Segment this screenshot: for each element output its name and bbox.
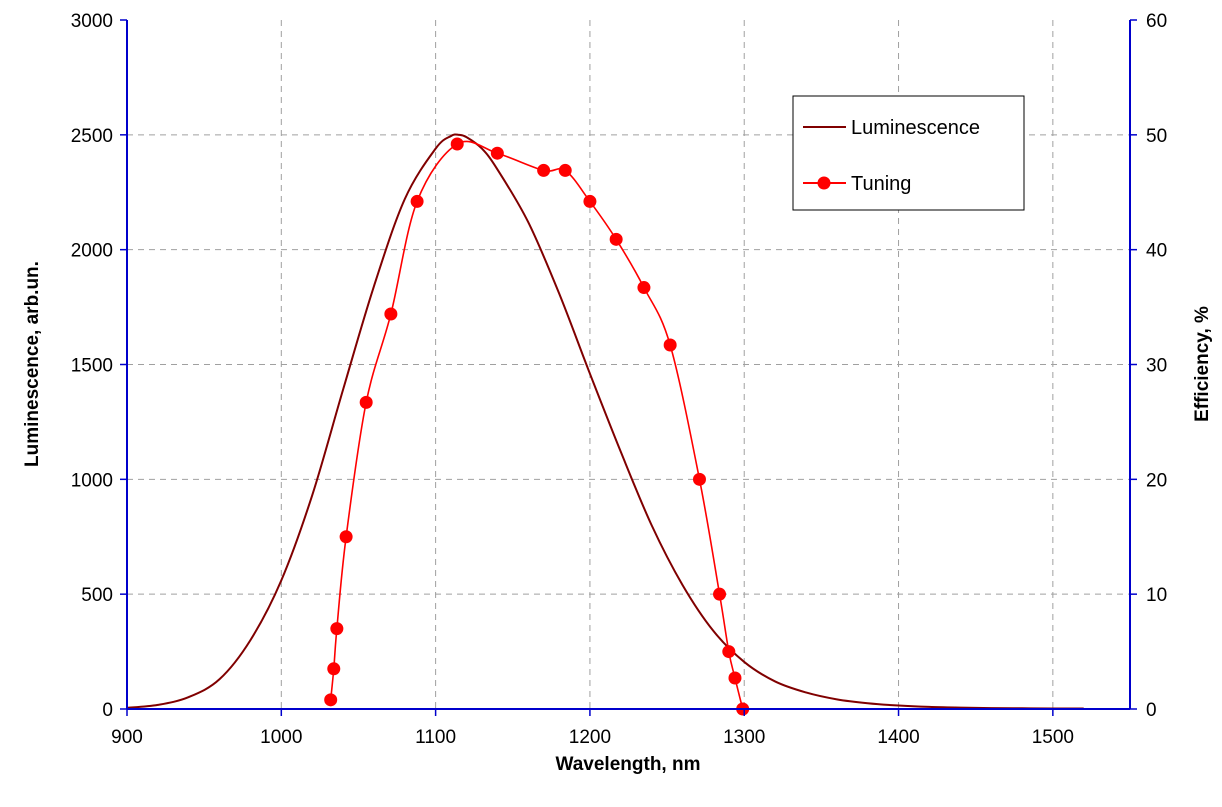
legend-box: [792, 95, 1025, 211]
tuning-point: [490, 146, 504, 160]
right-y-tick-label: 60: [1146, 11, 1167, 32]
right-y-tick-label: 50: [1146, 126, 1167, 147]
tuning-point: [609, 232, 623, 246]
right-y-axis-title: Efficiency, %: [1192, 306, 1213, 422]
tuning-point: [410, 194, 424, 208]
x-tick-label: 1400: [877, 727, 919, 748]
tuning-point: [558, 163, 572, 177]
x-axis-title: Wavelength, nm: [556, 754, 701, 775]
legend-luminescence-label: Luminescence: [851, 117, 980, 139]
left-y-tick-label: 2500: [71, 126, 113, 147]
series-layer: [126, 133, 1084, 716]
x-tick-label: 1100: [415, 727, 456, 748]
right-y-tick-label: 10: [1146, 585, 1167, 606]
legend-tuning-marker: [817, 176, 831, 190]
left-y-tick-label: 1500: [71, 356, 113, 377]
tuning-point: [537, 163, 551, 177]
x-tick-label: 1000: [260, 727, 302, 748]
tuning-point: [692, 472, 706, 486]
tuning-point: [384, 307, 398, 321]
tuning-point: [359, 395, 373, 409]
right-y-tick-label: 20: [1146, 470, 1167, 491]
tuning-line: [329, 140, 744, 710]
x-tick-label: 1500: [1032, 727, 1074, 748]
tuning-point: [339, 530, 353, 544]
tuning-point: [722, 645, 736, 659]
grid-lines: [127, 20, 1130, 709]
tuning-point: [713, 587, 727, 601]
left-y-tick-label: 0: [102, 700, 113, 721]
luminescence-line: [126, 133, 1084, 710]
legend-tuning-label: Tuning: [851, 173, 911, 195]
tuning-point: [728, 671, 742, 685]
x-tick-label: 900: [111, 727, 143, 748]
x-tick-label: 1300: [723, 727, 765, 748]
left-y-tick-label: 500: [81, 585, 113, 606]
left-y-tick-label: 1000: [71, 470, 113, 491]
tuning-point: [327, 662, 341, 676]
axes: [120, 19, 1137, 716]
tuning-point: [450, 137, 464, 151]
tuning-point: [637, 281, 651, 295]
tuning-point: [330, 622, 344, 636]
legend: Luminescence Tuning: [792, 95, 1025, 211]
right-y-tick-label: 0: [1146, 700, 1157, 721]
x-tick-label: 1200: [569, 727, 611, 748]
left-y-tick-label: 3000: [71, 11, 113, 32]
right-y-tick-label: 30: [1146, 356, 1167, 377]
tuning-point: [324, 693, 338, 707]
left-y-axis-title: Luminescence, arb.un.: [22, 261, 43, 467]
left-y-tick-label: 2000: [71, 241, 113, 262]
tick-labels: 900 1000 1100 1200 1300 1400 15000500100015002…: [71, 11, 1167, 748]
tuning-point: [663, 338, 677, 352]
right-y-tick-label: 40: [1146, 241, 1167, 262]
tuning-point: [583, 194, 597, 208]
